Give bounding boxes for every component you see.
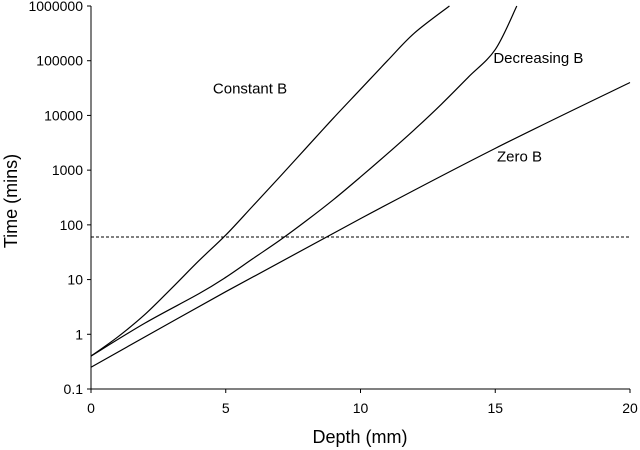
y-tick-label: 10000 [44, 107, 83, 123]
series-line-zero-b [90, 81, 631, 368]
series-line-decreasing-b [90, 5, 518, 357]
x-tick-label: 10 [353, 400, 369, 416]
plot-area [90, 5, 631, 368]
series-line-constant-b [90, 5, 450, 357]
y-tick-label: 100000 [36, 53, 83, 69]
y-axis: 0.1 1 10 100 1000 10000 100000 1000000 Time (mi… [1, 0, 92, 397]
y-tick-group: 0.1 1 10 100 1000 10000 100000 1000000 [28, 0, 91, 397]
y-tick-label: 10 [67, 272, 83, 288]
series-label-decreasing-b: Decreasing B [493, 50, 583, 67]
y-axis-title: Time (mins) [1, 154, 21, 248]
y-tick-label: 0.1 [64, 381, 84, 397]
x-tick-label: 5 [222, 400, 230, 416]
y-tick-label: 1000000 [28, 0, 83, 14]
x-tick-label: 0 [87, 400, 95, 416]
series-label-constant-b: Constant B [213, 81, 287, 98]
series-label-group: Constant B Decreasing B Zero B [213, 50, 583, 165]
y-tick-label: 1000 [52, 162, 83, 178]
x-tick-label: 15 [487, 400, 503, 416]
x-axis: 0 5 10 15 20 Depth (mm) [87, 388, 638, 447]
x-tick-label: 20 [622, 400, 638, 416]
series-label-zero-b: Zero B [497, 148, 542, 165]
x-axis-title: Depth (mm) [312, 427, 407, 447]
x-tick-group: 0 5 10 15 20 [87, 389, 638, 416]
y-tick-label: 100 [60, 217, 84, 233]
y-tick-label: 1 [75, 326, 83, 342]
